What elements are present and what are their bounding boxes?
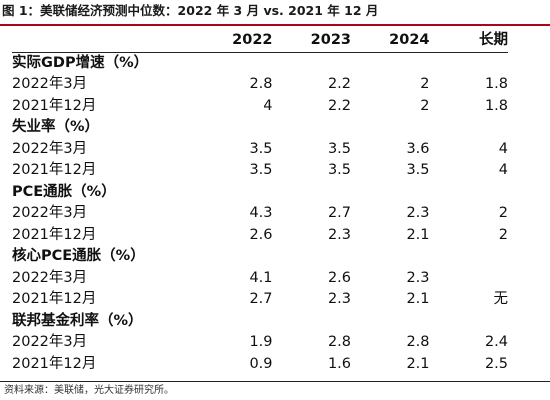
table-row: 2022年3月 4.3 2.7 2.3 2 — [12, 203, 508, 225]
value-cell: 2 — [498, 226, 508, 243]
section-row: 实际GDP增速（%） — [12, 52, 508, 74]
value-cell: 2 — [498, 205, 508, 222]
value-cell: 2.1 — [406, 291, 430, 308]
projection-table: 2022 2023 2024 长期 实际GDP增速（%） 2022年3月 2.8 2.… — [12, 30, 508, 375]
table-row: 2021年12月 2.6 2.3 2.1 2 — [12, 225, 508, 247]
section-label: 联邦基金利率（%） — [12, 312, 143, 329]
value-cell: 2.1 — [406, 355, 430, 372]
value-cell: 2.3 — [406, 269, 430, 286]
value-cell: 2.3 — [327, 226, 351, 243]
value-cell: 4 — [498, 162, 508, 179]
value-cell: 无 — [493, 291, 509, 308]
source-note: 资料来源：美联储，光大证券研究所。 — [4, 385, 174, 396]
table-row: 2021年12月 2.7 2.3 2.1 无 — [12, 289, 508, 311]
section-label: 核心PCE通胀（%） — [12, 248, 145, 265]
table-row: 2022年3月 1.9 2.8 2.8 2.4 — [12, 332, 508, 354]
row-label: 2022年3月 — [12, 334, 88, 351]
title-rule — [0, 24, 550, 26]
row-label: 2021年12月 — [12, 291, 97, 308]
value-cell: 1.8 — [484, 97, 508, 114]
table-row: 2021年12月 0.9 1.6 2.1 2.5 — [12, 354, 508, 376]
table-row: 2022年3月 4.1 2.6 2.3 — [12, 268, 508, 290]
bottom-rule — [0, 381, 550, 382]
value-cell: 2 — [420, 76, 430, 93]
value-cell: 3.5 — [249, 162, 273, 179]
value-cell: 2.2 — [327, 97, 351, 114]
value-cell: 0.9 — [249, 355, 273, 372]
value-cell: 4 — [263, 97, 273, 114]
value-cell: 3.5 — [327, 162, 351, 179]
row-label: 2021年12月 — [12, 162, 97, 179]
value-cell: 2.4 — [484, 334, 508, 351]
header-cell-2023: 2023 — [272, 30, 351, 53]
value-cell: 3.5 — [249, 140, 273, 157]
value-cell: 2.8 — [406, 334, 430, 351]
section-row: PCE通胀（%） — [12, 182, 508, 204]
row-label: 2021年12月 — [12, 97, 97, 114]
value-cell: 1.8 — [484, 76, 508, 93]
row-label: 2022年3月 — [12, 140, 88, 157]
value-cell: 2.6 — [327, 269, 351, 286]
value-cell: 2.2 — [327, 76, 351, 93]
table-row: 2021年12月 4 2.2 2 1.8 — [12, 96, 508, 118]
section-label: 失业率（%） — [12, 119, 100, 136]
section-row: 联邦基金利率（%） — [12, 311, 508, 333]
value-cell: 4.1 — [249, 269, 273, 286]
section-label: PCE通胀（%） — [12, 183, 116, 200]
value-cell: 3.6 — [406, 140, 430, 157]
value-cell — [430, 268, 509, 290]
value-cell: 4.3 — [249, 205, 273, 222]
value-cell: 2.3 — [327, 291, 351, 308]
value-cell: 1.6 — [327, 355, 351, 372]
value-cell: 3.5 — [406, 162, 430, 179]
table-header-row: 2022 2023 2024 长期 — [12, 30, 508, 53]
value-cell: 2.6 — [249, 226, 273, 243]
row-label: 2022年3月 — [12, 269, 88, 286]
value-cell: 2.8 — [327, 334, 351, 351]
value-cell: 2.7 — [249, 291, 273, 308]
row-label: 2021年12月 — [12, 226, 97, 243]
value-cell: 2.3 — [406, 205, 430, 222]
table-row: 2022年3月 2.8 2.2 2 1.8 — [12, 74, 508, 96]
row-label: 2022年3月 — [12, 76, 88, 93]
value-cell: 1.9 — [249, 334, 273, 351]
value-cell: 3.5 — [327, 140, 351, 157]
table-row: 2022年3月 3.5 3.5 3.6 4 — [12, 139, 508, 161]
figure-title: 图 1：美联储经济预测中位数：2022 年 3 月 vs. 2021 年 12 … — [2, 3, 379, 18]
header-cell-2022: 2022 — [194, 30, 273, 53]
header-cell-long-run: 长期 — [429, 30, 508, 53]
header-cell-2024: 2024 — [351, 30, 430, 53]
section-label: 实际GDP增速（%） — [12, 54, 149, 71]
header-cell-blank — [12, 30, 194, 53]
value-cell: 2 — [420, 97, 430, 114]
value-cell: 2.5 — [484, 355, 508, 372]
table-row: 2021年12月 3.5 3.5 3.5 4 — [12, 160, 508, 182]
value-cell: 2.1 — [406, 226, 430, 243]
row-label: 2021年12月 — [12, 355, 97, 372]
value-cell: 2.8 — [249, 76, 273, 93]
value-cell: 2.7 — [327, 205, 351, 222]
section-row: 失业率（%） — [12, 117, 508, 139]
section-row: 核心PCE通胀（%） — [12, 246, 508, 268]
row-label: 2022年3月 — [12, 205, 88, 222]
value-cell: 4 — [498, 140, 508, 157]
